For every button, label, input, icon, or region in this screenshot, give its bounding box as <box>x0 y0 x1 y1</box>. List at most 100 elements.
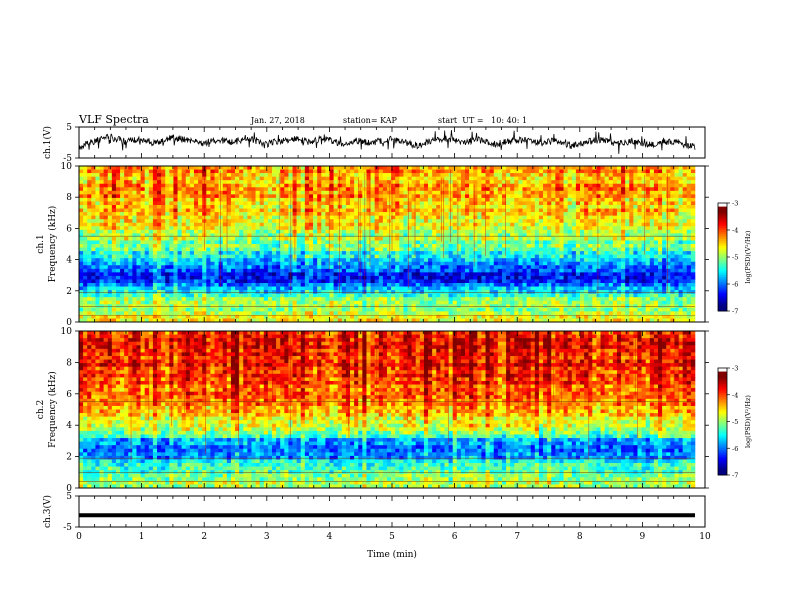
spectrogram-cell <box>144 201 150 206</box>
spectrogram-cell <box>165 201 170 206</box>
spectrogram-cell <box>370 166 375 170</box>
spectrogram-cell <box>226 307 232 312</box>
spectrogram-cell <box>87 201 92 206</box>
spectrogram-cell <box>169 226 174 231</box>
spectrogram-cell <box>132 194 137 199</box>
spectrogram-cell <box>337 205 343 209</box>
spectrogram-cell <box>374 261 380 266</box>
spectrogram-cell <box>460 194 466 199</box>
spectrogram-cell <box>206 272 211 277</box>
spectrogram-cell <box>506 311 511 316</box>
spectrogram-cell <box>235 229 240 234</box>
spectrogram-cell <box>181 219 187 224</box>
spectrogram-cell <box>317 268 322 273</box>
spectrogram-cell <box>99 190 104 195</box>
spectrogram-cell <box>481 215 486 220</box>
spectrogram-cell <box>354 226 359 231</box>
spectrogram-cell <box>419 297 425 302</box>
spectrogram-cell <box>333 240 339 245</box>
spectrogram-cell <box>395 240 400 245</box>
spectrogram-cell <box>185 265 191 270</box>
spectrogram-cell <box>391 247 396 252</box>
spectrogram-cell <box>120 226 125 231</box>
spectrogram-cell <box>485 176 490 181</box>
spectrogram-cell <box>210 219 215 224</box>
spectrogram-cell <box>506 300 511 305</box>
spectrogram-cell <box>440 233 445 238</box>
spectrogram-cell <box>493 180 499 185</box>
spectrogram-cell <box>83 251 88 255</box>
spectrogram-cell <box>189 318 195 323</box>
spectrogram-cell <box>530 236 536 241</box>
spectrogram-cell <box>206 208 211 213</box>
spectrogram-cell <box>477 240 482 245</box>
spectrogram-cell <box>272 247 277 252</box>
spectrogram-cell <box>358 307 363 312</box>
spectrogram-cell <box>530 279 536 284</box>
spectrogram-cell <box>230 212 236 216</box>
spectrogram-cell <box>272 226 277 231</box>
spectrogram-cell <box>255 169 260 174</box>
spectrogram-cell <box>530 283 536 287</box>
spectrogram-cell <box>161 183 166 188</box>
spectrogram-cell <box>325 254 330 259</box>
spectrogram-cell <box>230 219 236 224</box>
spectrogram-cell <box>411 187 417 192</box>
spectrogram-cell <box>481 297 486 302</box>
spectrogram-cell <box>267 279 273 284</box>
spectrogram-cell <box>419 311 425 316</box>
spectrogram-cell <box>469 275 474 280</box>
spectrogram-cell <box>415 261 421 266</box>
spectrogram-cell <box>103 219 109 224</box>
spectrogram-cell <box>465 190 470 195</box>
spectrogram-cell <box>132 275 137 280</box>
spectrogram-cell <box>87 205 92 209</box>
spectrogram-cell <box>378 286 384 291</box>
spectrogram-cell <box>473 314 478 319</box>
spectrogram-cell <box>522 180 527 185</box>
spectrogram-cell <box>87 180 92 185</box>
spectrogram-cell <box>193 268 199 273</box>
spectrogram-cell <box>120 297 125 302</box>
spectrogram-cell <box>148 219 154 224</box>
spectrogram-cell <box>128 183 133 188</box>
spectrogram-cell <box>210 244 215 248</box>
spectrogram-cell <box>444 293 449 298</box>
spectrogram-cell <box>510 293 515 298</box>
spectrogram-cell <box>243 183 248 188</box>
spectrogram-cell <box>391 183 396 188</box>
spectrogram-cell <box>83 222 88 227</box>
spectrogram-cell <box>473 244 478 248</box>
spectrogram-cell <box>140 226 146 231</box>
spectrogram-cell <box>165 205 170 209</box>
spectrogram-cell <box>317 219 322 224</box>
spectrogram-cell <box>452 194 458 199</box>
spectrogram-cell <box>341 169 347 174</box>
spectrogram-cell <box>407 208 412 213</box>
spectrogram-cell <box>128 272 133 277</box>
spectrogram-cell <box>247 236 252 241</box>
spectrogram-cell <box>120 233 125 238</box>
spectrogram-cell <box>415 265 421 270</box>
spectrogram-cell <box>263 293 269 298</box>
spectrogram-cell <box>345 293 351 298</box>
spectrogram-cell <box>292 275 297 280</box>
spectrogram-cell <box>165 258 170 263</box>
spectrogram-cell <box>206 169 211 174</box>
spectrogram-cell <box>91 275 96 280</box>
spectrogram-cell <box>313 283 318 287</box>
spectrogram-cell <box>534 173 540 177</box>
spectrogram-cell <box>432 166 437 170</box>
spectrogram-cell <box>514 314 519 319</box>
spectrogram-cell <box>518 215 523 220</box>
spectrogram-cell <box>329 258 334 263</box>
spectrogram-cell <box>140 180 146 185</box>
spectrogram-cell <box>272 205 277 209</box>
spectrogram-cell <box>267 297 273 302</box>
spectrogram-cell <box>386 205 392 209</box>
spectrogram-cell <box>350 229 355 234</box>
spectrogram-cell <box>243 226 248 231</box>
spectrogram-cell <box>317 173 322 177</box>
spectrogram-cell <box>469 286 474 291</box>
spectrogram-cell <box>255 265 260 270</box>
